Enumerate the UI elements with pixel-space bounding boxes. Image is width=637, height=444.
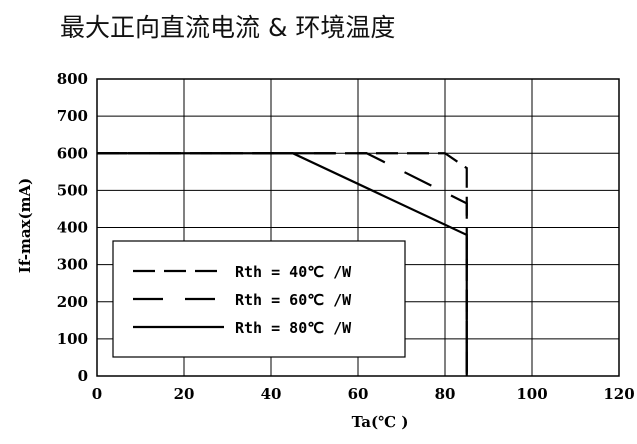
y-tick-label: 500 <box>57 181 88 199</box>
x-tick-label: 20 <box>174 385 195 403</box>
y-tick-label: 700 <box>57 107 88 125</box>
legend: Rth = 40℃ /W Rth = 60℃ /W Rth = 80℃ /W <box>112 240 406 358</box>
x-tick-label: 40 <box>261 385 282 403</box>
x-axis-label: Ta(℃ ) <box>352 413 409 431</box>
tick-labels: 0 20 40 60 80 100 120 0 100 200 300 400 500 600 700 800 <box>57 70 635 403</box>
legend-label: Rth = 60℃ /W <box>235 291 352 309</box>
y-tick-label: 300 <box>57 256 88 274</box>
series-group <box>97 152 468 376</box>
series-line-2 <box>97 152 468 376</box>
y-tick-label: 200 <box>57 293 88 311</box>
y-tick-label: 600 <box>57 144 88 162</box>
y-tick-label: 0 <box>78 367 88 385</box>
legend-label: Rth = 80℃ /W <box>235 319 352 337</box>
plot-frame <box>96 78 620 377</box>
chart-title: 最大正向直流电流 & 环境温度 <box>60 13 396 42</box>
series-line-3 <box>97 152 468 376</box>
x-tick-label: 100 <box>516 385 547 403</box>
x-tick-label: 60 <box>348 385 369 403</box>
y-tick-label: 800 <box>57 70 88 88</box>
x-tick-label: 80 <box>435 385 456 403</box>
legend-label: Rth = 40℃ /W <box>235 263 352 281</box>
y-tick-label: 400 <box>57 219 88 237</box>
y-tick-label: 100 <box>57 330 88 348</box>
x-tick-label: 120 <box>603 385 634 403</box>
y-axis-label: If-max(mA) <box>16 178 34 273</box>
x-tick-label: 0 <box>92 385 102 403</box>
